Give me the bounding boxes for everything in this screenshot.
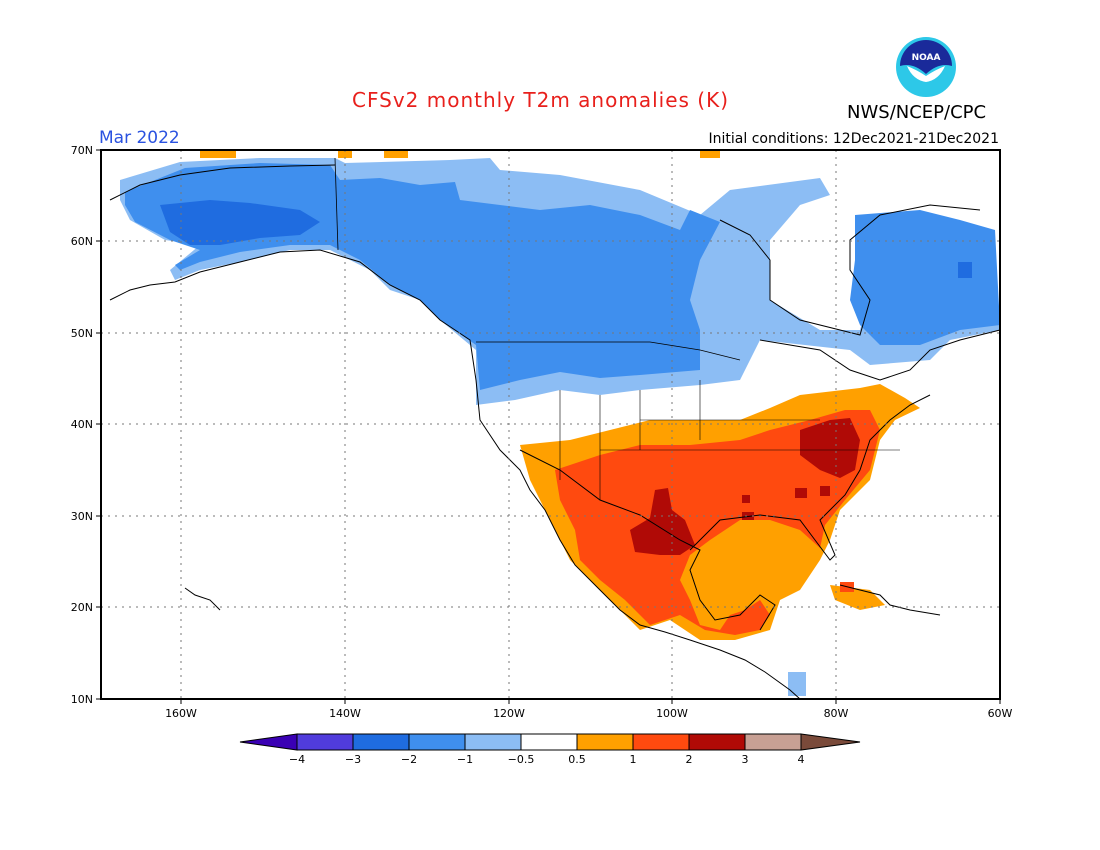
lat-label: 40N	[71, 418, 93, 431]
colorbar-arrow-high	[800, 733, 861, 751]
colorbar-label: −3	[345, 753, 361, 766]
lon-label: 120W	[493, 707, 525, 720]
axis-ticks	[96, 149, 1001, 704]
field-dark-red-texas	[630, 488, 695, 555]
field-light-blue-panama	[788, 672, 806, 696]
lon-label: 60W	[988, 707, 1013, 720]
field-dark-red-east	[800, 418, 860, 478]
colorbar-swatch	[352, 733, 410, 751]
colorbar-swatch	[408, 733, 466, 751]
colorbar-label: 3	[742, 753, 749, 766]
field-dark-red-patch-1	[795, 488, 807, 498]
colorbar-label: 0.5	[568, 753, 586, 766]
field-blue-east	[850, 210, 1000, 345]
logo-text: NOAA	[912, 53, 941, 63]
colorbar-swatch	[296, 733, 354, 751]
forecast-month: Mar 2022	[99, 128, 180, 148]
noaa-logo: NOAA	[896, 37, 956, 97]
lat-label: 30N	[71, 510, 93, 523]
colorbar-swatch	[520, 733, 578, 751]
graticule	[101, 150, 1000, 699]
colorbar-swatch	[744, 733, 802, 751]
field-orange-arctic-1	[200, 150, 236, 158]
lat-label: 60N	[71, 235, 93, 248]
field-dark-red-patch-3	[742, 495, 750, 503]
lon-label: 140W	[329, 707, 361, 720]
lon-label: 80W	[824, 707, 849, 720]
field-dark-red-patch-2	[820, 486, 830, 496]
colorbar-label: 2	[686, 753, 693, 766]
lat-label: 20N	[71, 601, 93, 614]
field-dark-blue	[160, 200, 320, 245]
colorbar-label: −0.5	[508, 753, 535, 766]
colorbar-label: −4	[289, 753, 305, 766]
lon-label: 160W	[165, 707, 197, 720]
initial-conditions: Initial conditions: 12Dec2021-21Dec2021	[708, 131, 1000, 147]
map-title: CFSv2 monthly T2m anomalies (K)	[352, 88, 729, 112]
colorbar-swatch	[632, 733, 690, 751]
field-orange-arctic-2	[338, 150, 352, 158]
latitude-labels: 70N 60N 50N 40N 30N 20N 10N	[71, 144, 93, 706]
colorbar-label: 1	[630, 753, 637, 766]
agency-label: NWS/NCEP/CPC	[847, 102, 987, 123]
lat-label: 50N	[71, 327, 93, 340]
colorbar-label: 4	[798, 753, 805, 766]
field-orange-arctic-3	[384, 150, 408, 158]
lat-label: 10N	[71, 693, 93, 706]
lon-label: 100W	[656, 707, 688, 720]
colorbar: −4 −3 −2 −1 −0.5 0.5 1 2 3 4	[239, 733, 861, 766]
colorbar-label: −1	[457, 753, 473, 766]
colorbar-swatch	[688, 733, 746, 751]
longitude-labels: 160W 140W 120W 100W 80W 60W	[165, 707, 1012, 720]
colorbar-label: −2	[401, 753, 417, 766]
lat-label: 70N	[71, 144, 93, 157]
field-orange-arctic-4	[700, 150, 720, 158]
field-dark-blue-patch	[958, 262, 972, 278]
colorbar-swatch	[576, 733, 634, 751]
colorbar-arrow-low	[239, 733, 298, 751]
colorbar-swatch	[464, 733, 522, 751]
